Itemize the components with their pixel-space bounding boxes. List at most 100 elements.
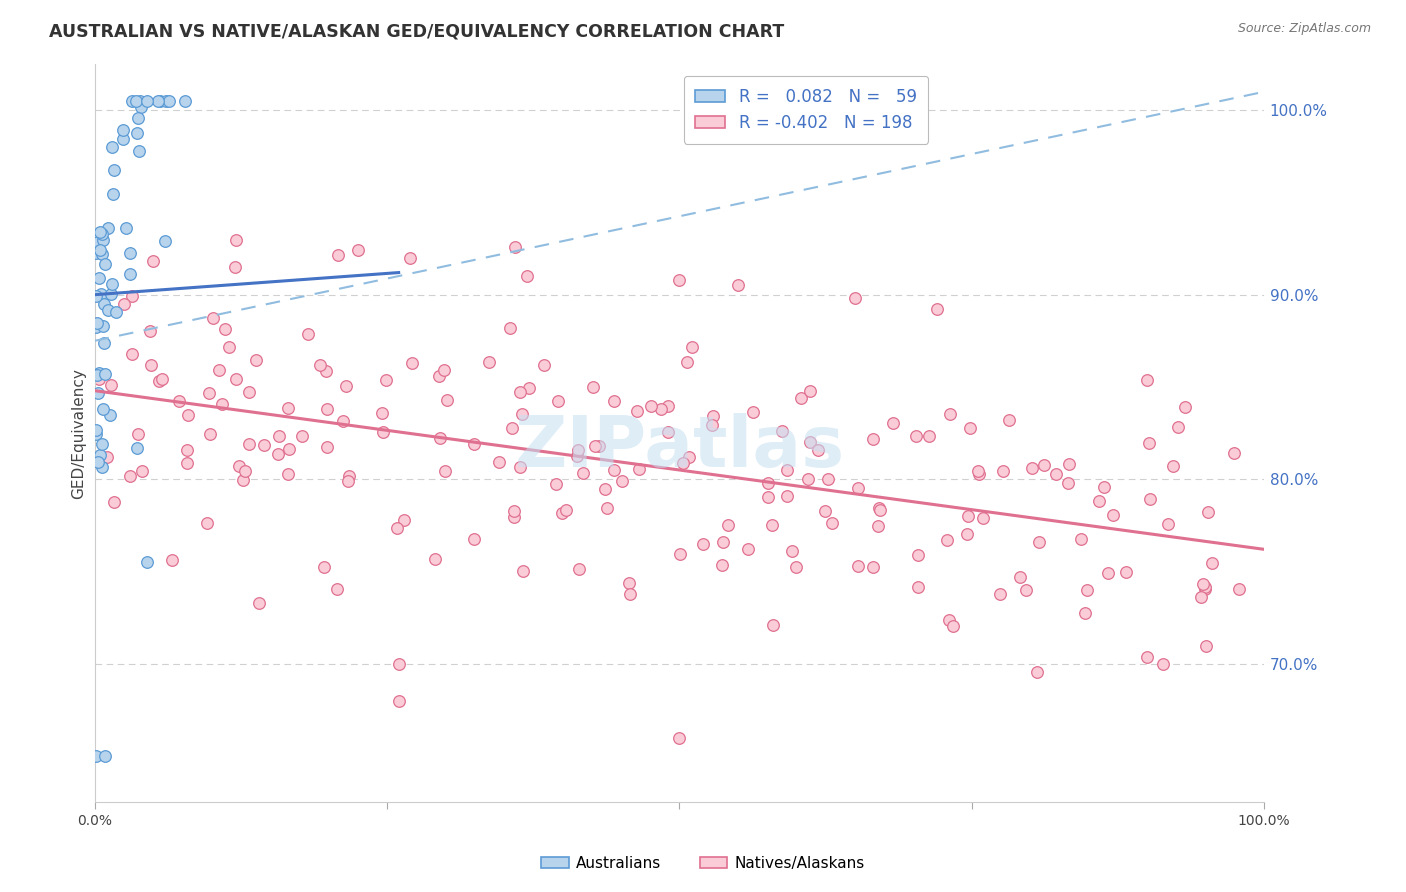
Point bbox=[862, 432, 884, 446]
Point bbox=[86, 316, 108, 330]
Point bbox=[315, 364, 337, 378]
Point bbox=[225, 233, 247, 247]
Point bbox=[127, 126, 149, 140]
Point bbox=[121, 289, 143, 303]
Point bbox=[700, 417, 723, 432]
Point bbox=[103, 186, 125, 201]
Point bbox=[1167, 420, 1189, 434]
Point bbox=[550, 507, 572, 521]
Point bbox=[385, 521, 408, 535]
Point bbox=[844, 292, 866, 306]
Point bbox=[157, 94, 180, 108]
Point bbox=[1195, 639, 1218, 653]
Point bbox=[640, 400, 662, 414]
Point bbox=[90, 436, 112, 450]
Point bbox=[388, 693, 411, 707]
Point bbox=[111, 123, 134, 137]
Point bbox=[821, 516, 844, 530]
Point bbox=[96, 220, 118, 235]
Point bbox=[427, 369, 450, 384]
Point bbox=[555, 503, 578, 517]
Point bbox=[710, 558, 733, 572]
Point bbox=[96, 450, 118, 465]
Point bbox=[1092, 480, 1115, 494]
Point bbox=[111, 132, 134, 146]
Point bbox=[582, 380, 605, 394]
Point bbox=[702, 409, 724, 423]
Point bbox=[612, 474, 634, 488]
Point bbox=[959, 421, 981, 435]
Text: AUSTRALIAN VS NATIVE/ALASKAN GED/EQUIVALENCY CORRELATION CHART: AUSTRALIAN VS NATIVE/ALASKAN GED/EQUIVAL… bbox=[49, 22, 785, 40]
Point bbox=[681, 340, 703, 354]
Point bbox=[925, 302, 948, 317]
Point bbox=[972, 510, 994, 524]
Point bbox=[568, 562, 591, 576]
Point bbox=[603, 393, 626, 408]
Point bbox=[1194, 582, 1216, 596]
Point bbox=[848, 481, 870, 495]
Point bbox=[208, 363, 231, 377]
Point bbox=[1045, 467, 1067, 481]
Point bbox=[717, 518, 740, 533]
Point bbox=[572, 466, 595, 480]
Point bbox=[503, 240, 526, 254]
Point bbox=[375, 373, 398, 387]
Point bbox=[678, 450, 700, 464]
Point bbox=[1021, 461, 1043, 475]
Point bbox=[672, 456, 695, 470]
Point bbox=[675, 355, 697, 369]
Point bbox=[711, 534, 734, 549]
Point bbox=[141, 359, 163, 373]
Point bbox=[91, 402, 114, 417]
Point bbox=[1070, 532, 1092, 546]
Point bbox=[617, 576, 640, 591]
Point bbox=[347, 243, 370, 257]
Point bbox=[776, 489, 799, 503]
Point bbox=[125, 441, 148, 455]
Point bbox=[118, 246, 141, 260]
Point bbox=[247, 596, 270, 610]
Point bbox=[316, 402, 339, 417]
Point bbox=[371, 425, 394, 440]
Point bbox=[1191, 577, 1213, 591]
Point bbox=[433, 362, 456, 376]
Point bbox=[401, 355, 423, 369]
Point bbox=[277, 401, 299, 415]
Point bbox=[1028, 535, 1050, 549]
Point bbox=[785, 560, 807, 574]
Point bbox=[593, 482, 616, 496]
Point bbox=[544, 477, 567, 491]
Point bbox=[512, 564, 534, 578]
Point bbox=[84, 749, 107, 764]
Text: ZIPatlas: ZIPatlas bbox=[515, 413, 845, 483]
Point bbox=[509, 384, 531, 399]
Point bbox=[742, 404, 765, 418]
Point bbox=[121, 94, 143, 108]
Point bbox=[1026, 665, 1049, 680]
Point bbox=[1227, 582, 1250, 596]
Point bbox=[148, 374, 170, 388]
Point bbox=[149, 94, 172, 108]
Point bbox=[502, 510, 524, 524]
Point bbox=[988, 587, 1011, 601]
Point bbox=[337, 468, 360, 483]
Point bbox=[84, 427, 107, 442]
Point bbox=[326, 582, 349, 597]
Point bbox=[326, 248, 349, 262]
Point bbox=[200, 426, 222, 441]
Point bbox=[238, 437, 260, 451]
Point bbox=[131, 464, 153, 478]
Point bbox=[335, 378, 357, 392]
Point bbox=[128, 144, 150, 158]
Point bbox=[173, 94, 195, 108]
Point bbox=[1032, 458, 1054, 472]
Point bbox=[90, 287, 112, 301]
Point bbox=[388, 657, 411, 671]
Point bbox=[232, 473, 254, 487]
Point bbox=[1191, 590, 1213, 604]
Point bbox=[94, 368, 117, 382]
Point bbox=[727, 278, 749, 293]
Point bbox=[197, 385, 219, 400]
Point bbox=[214, 322, 236, 336]
Point bbox=[991, 464, 1014, 478]
